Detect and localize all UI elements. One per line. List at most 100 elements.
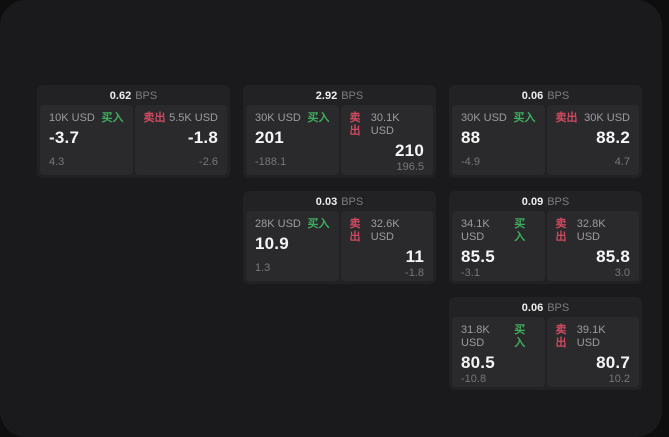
sell-delta: 196.5	[396, 161, 424, 173]
sell-tag[interactable]: 卖出	[349, 218, 361, 243]
cards-grid: 0.62 BPS 10K USD 买入 -3.7 4.3 卖出 5.5K USD…	[37, 85, 642, 390]
sell-delta: 3.0	[614, 267, 630, 279]
sell-delta: 10.2	[608, 373, 630, 385]
sell-amount: 32.6K USD	[370, 218, 400, 243]
buy-tag[interactable]: 买入	[307, 112, 330, 124]
card-header: 2.92 BPS	[246, 88, 433, 105]
bps-value: 0.62	[109, 90, 132, 102]
card-body: 10K USD 买入 -3.7 4.3 卖出 5.5K USD -1.8 -2.…	[40, 105, 227, 175]
bps-value: 0.06	[521, 90, 544, 102]
buy-price: 80.5	[461, 353, 495, 372]
buy-panel-top: 30K USD 买入	[461, 112, 536, 125]
buy-panel[interactable]: 10K USD 买入 -3.7 4.3	[40, 105, 133, 175]
buy-tag[interactable]: 买入	[514, 218, 526, 243]
buy-panel[interactable]: 30K USD 买入 88 -4.9	[452, 105, 545, 175]
bps-unit-label: BPS	[341, 90, 364, 102]
sell-delta: 4.7	[614, 156, 630, 168]
bps-value: 2.92	[315, 90, 338, 102]
buy-tag[interactable]: 买入	[514, 324, 526, 349]
buy-tag[interactable]: 买入	[101, 112, 124, 124]
sell-price: -1.8	[187, 128, 218, 147]
quote-card: 0.62 BPS 10K USD 买入 -3.7 4.3 卖出 5.5K USD…	[37, 85, 230, 178]
buy-amount: 10K USD	[49, 112, 95, 124]
card-header: 0.62 BPS	[40, 88, 227, 105]
buy-panel[interactable]: 30K USD 买入 201 -188.1	[246, 105, 339, 175]
sell-delta: -2.6	[199, 156, 218, 168]
quote-card: 0.03 BPS 28K USD 买入 10.9 1.3 卖出 32.6K US…	[243, 191, 436, 284]
sell-panel[interactable]: 卖出 39.1K USD 80.7 10.2	[546, 317, 639, 387]
sell-panel-top: 卖出 39.1K USD	[556, 324, 631, 350]
buy-price: 85.5	[461, 247, 495, 266]
buy-amount: 31.8K USD	[461, 324, 490, 349]
buy-delta: 4.3	[49, 156, 65, 168]
card-header: 0.09 BPS	[452, 194, 639, 211]
sell-amount: 32.8K USD	[576, 218, 606, 243]
sell-amount: 5.5K USD	[169, 112, 218, 124]
bps-value: 0.09	[521, 196, 544, 208]
sell-panel-top: 卖出 30K USD	[556, 112, 631, 125]
buy-delta: -3.1	[461, 267, 480, 279]
buy-panel[interactable]: 31.8K USD 买入 80.5 -10.8	[452, 317, 545, 387]
card-header: 0.06 BPS	[452, 88, 639, 105]
sell-amount: 30.1K USD	[370, 112, 400, 137]
buy-price: 88	[461, 128, 481, 147]
buy-price: -3.7	[49, 128, 80, 147]
sell-amount: 39.1K USD	[576, 324, 606, 349]
sell-tag[interactable]: 卖出	[349, 112, 361, 137]
sell-price: 85.8	[596, 247, 630, 266]
card-header: 0.06 BPS	[452, 300, 639, 317]
card-body: 34.1K USD 买入 85.5 -3.1 卖出 32.8K USD 85.8…	[452, 211, 639, 281]
bps-unit-label: BPS	[547, 302, 570, 314]
sell-tag[interactable]: 卖出	[555, 112, 578, 124]
quote-card: 0.06 BPS 31.8K USD 买入 80.5 -10.8 卖出 39.1…	[449, 297, 642, 390]
card-header: 0.03 BPS	[246, 194, 433, 211]
sell-amount: 30K USD	[584, 112, 630, 124]
sell-panel[interactable]: 卖出 30K USD 88.2 4.7	[546, 105, 639, 175]
bps-value: 0.06	[521, 302, 544, 314]
buy-panel-top: 28K USD 买入	[255, 218, 330, 231]
card-body: 30K USD 买入 88 -4.9 卖出 30K USD 88.2 4.7	[452, 105, 639, 175]
quote-card: 0.09 BPS 34.1K USD 买入 85.5 -3.1 卖出 32.8K…	[449, 191, 642, 284]
sell-price: 210	[395, 141, 424, 160]
sell-panel[interactable]: 卖出 32.6K USD 11 -1.8	[340, 211, 433, 281]
sell-panel-top: 卖出 5.5K USD	[144, 112, 219, 125]
quote-card: 2.92 BPS 30K USD 买入 201 -188.1 卖出 30.1K …	[243, 85, 436, 178]
sell-tag[interactable]: 卖出	[555, 324, 567, 349]
buy-panel[interactable]: 34.1K USD 买入 85.5 -3.1	[452, 211, 545, 281]
buy-panel-top: 34.1K USD 买入	[461, 218, 536, 244]
buy-amount: 28K USD	[255, 218, 301, 230]
buy-tag[interactable]: 买入	[513, 112, 536, 124]
sell-price: 11	[405, 247, 424, 266]
buy-amount: 34.1K USD	[461, 218, 490, 243]
buy-panel-top: 31.8K USD 买入	[461, 324, 536, 350]
sell-panel-top: 卖出 32.8K USD	[556, 218, 631, 244]
quote-card: 0.06 BPS 30K USD 买入 88 -4.9 卖出 30K USD 8…	[449, 85, 642, 178]
bps-value: 0.03	[315, 196, 338, 208]
buy-amount: 30K USD	[461, 112, 507, 124]
buy-tag[interactable]: 买入	[307, 218, 330, 230]
sell-delta: -1.8	[405, 267, 424, 279]
buy-delta: -188.1	[255, 156, 287, 168]
buy-panel[interactable]: 28K USD 买入 10.9 1.3	[246, 211, 339, 281]
sell-tag[interactable]: 卖出	[555, 218, 567, 243]
card-body: 30K USD 买入 201 -188.1 卖出 30.1K USD 210 1…	[246, 105, 433, 175]
card-body: 28K USD 买入 10.9 1.3 卖出 32.6K USD 11 -1.8	[246, 211, 433, 281]
bps-unit-label: BPS	[547, 90, 570, 102]
sell-panel[interactable]: 卖出 5.5K USD -1.8 -2.6	[134, 105, 227, 175]
sell-tag[interactable]: 卖出	[143, 112, 166, 124]
sell-panel-top: 卖出 30.1K USD	[350, 112, 425, 138]
buy-panel-top: 30K USD 买入	[255, 112, 330, 125]
sell-panel[interactable]: 卖出 32.8K USD 85.8 3.0	[546, 211, 639, 281]
sell-panel[interactable]: 卖出 30.1K USD 210 196.5	[340, 105, 433, 175]
buy-panel-top: 10K USD 买入	[49, 112, 124, 125]
buy-amount: 30K USD	[255, 112, 301, 124]
buy-price: 10.9	[255, 234, 289, 253]
sell-panel-top: 卖出 32.6K USD	[350, 218, 425, 244]
card-body: 31.8K USD 买入 80.5 -10.8 卖出 39.1K USD 80.…	[452, 317, 639, 387]
buy-delta: 1.3	[255, 262, 271, 274]
buy-delta: -10.8	[461, 373, 487, 385]
bps-unit-label: BPS	[135, 90, 158, 102]
bps-unit-label: BPS	[341, 196, 364, 208]
